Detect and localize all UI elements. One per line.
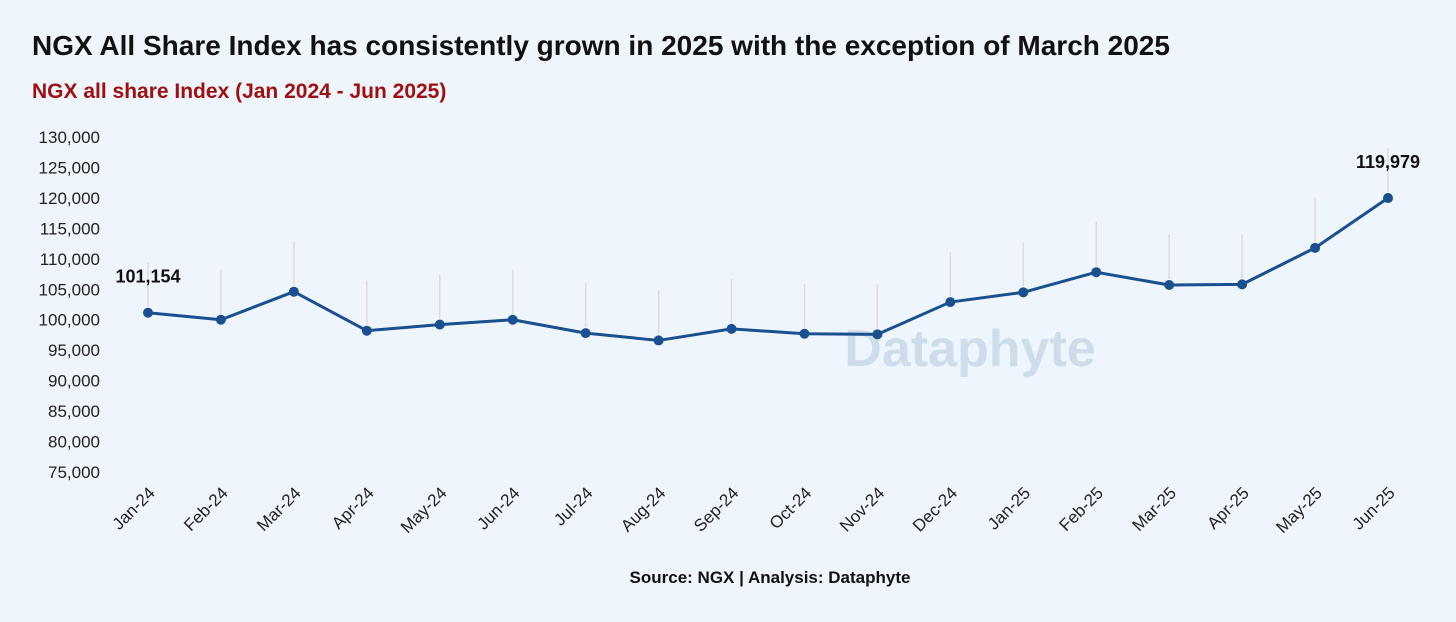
data-label: 119,979 [1356,152,1420,172]
y-tick-label: 85,000 [48,402,100,421]
data-point [1018,287,1029,298]
data-point [288,286,299,297]
y-tick-label: 120,000 [39,189,100,208]
y-axis: 75,000 80,000 85,000 90,000 95,000 100,000 105… [39,128,100,482]
data-point [1383,193,1393,204]
chart-subtitle: NGX all share Index (Jan 2024 - Jun 2025… [32,80,447,103]
x-tick-label: Mar-25 [1128,483,1180,535]
line-chart: Dataphyte 75,000 80,000 85,000 90,000 95,000… [39,128,1420,537]
data-point [945,297,956,308]
guide-lines [147,148,1389,335]
data-point [361,325,372,336]
y-tick-label: 80,000 [48,433,100,452]
series-line [146,196,1390,342]
data-point [143,307,153,318]
x-tick-label: Mar-24 [253,483,305,535]
data-point [1310,242,1321,253]
x-tick-label: Jun-25 [1349,483,1399,533]
x-tick-label: Apr-24 [328,483,378,533]
x-axis: Jan-24 Feb-24 Mar-24 Apr-24 May-24 Jun-24 Jul-… [109,483,1399,537]
data-point [799,328,810,339]
series-line-group [146,196,1390,342]
x-tick-label: Apr-25 [1203,483,1253,533]
data-point [1091,267,1102,278]
x-tick-label: Feb-24 [180,483,232,535]
x-tick-label: Jul-24 [550,483,596,529]
x-tick-label: Sep-24 [690,483,742,535]
data-point [1237,279,1248,290]
data-point [580,328,591,339]
data-labels: 101,154 119,979 [115,152,1420,287]
watermark: Dataphyte [844,320,1095,378]
x-tick-label: May-24 [397,483,451,537]
x-tick-label: Feb-25 [1056,483,1108,535]
x-tick-label: Oct-24 [766,483,816,533]
chart-title: NGX All Share Index has consistently gro… [32,30,1170,61]
data-label: 101,154 [115,267,180,287]
y-tick-label: 95,000 [48,341,100,360]
data-points [143,193,1393,346]
data-point [507,314,518,325]
x-tick-label: May-25 [1272,483,1326,537]
data-point [726,323,737,334]
y-tick-label: 110,000 [40,250,100,269]
data-point [434,319,445,330]
data-point [215,314,226,325]
y-tick-label: 130,000 [39,128,100,147]
y-tick-label: 100,000 [39,311,100,330]
data-point [1164,280,1175,291]
y-tick-label: 75,000 [48,463,100,482]
data-point [872,329,883,340]
x-tick-label: Jun-24 [473,483,523,533]
x-tick-label: Jan-24 [109,483,159,533]
x-tick-label: Aug-24 [617,483,669,535]
y-tick-label: 125,000 [39,158,100,177]
y-tick-label: 105,000 [39,280,100,299]
x-tick-label: Nov-24 [836,483,888,535]
x-tick-label: Dec-24 [909,483,961,535]
y-tick-label: 115,000 [40,219,100,238]
y-tick-label: 90,000 [48,372,100,391]
x-tick-label: Jan-25 [984,483,1034,533]
source-note: Source: NGX | Analysis: Dataphyte [629,568,911,587]
data-point [653,335,664,346]
